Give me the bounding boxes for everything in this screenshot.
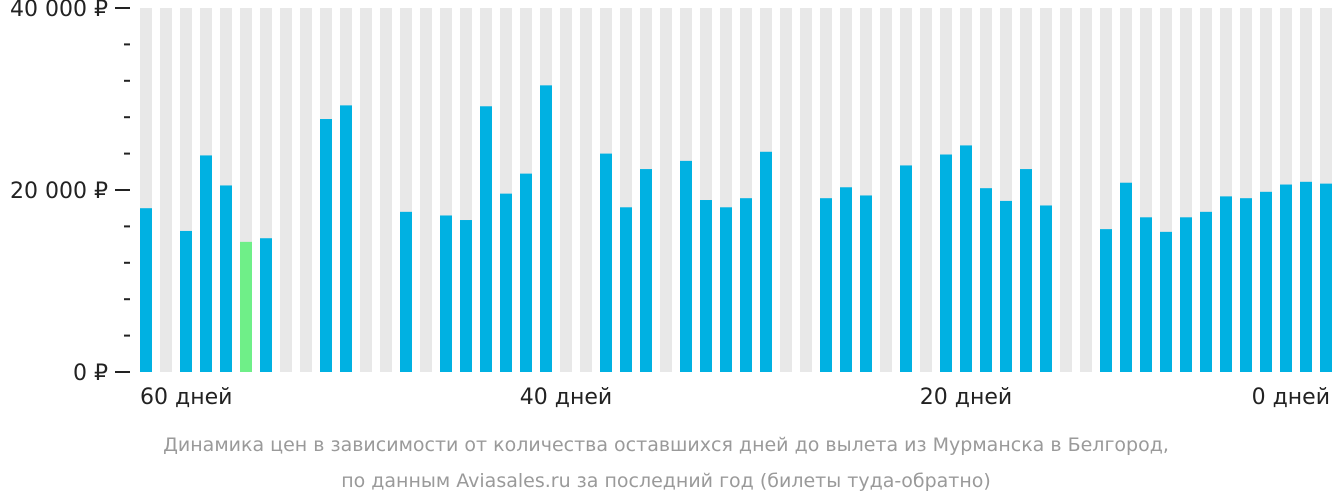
x-tick-label: 20 дней — [920, 385, 1012, 410]
price-bar[interactable] — [460, 220, 472, 372]
price-bar[interactable] — [140, 208, 152, 372]
x-axis-labels: 60 дней 40 дней 20 дней 0 дней — [140, 385, 1330, 410]
column-backgrounds — [140, 8, 1332, 372]
price-bar[interactable] — [1020, 169, 1032, 372]
price-bar[interactable] — [700, 200, 712, 372]
price-bar[interactable] — [860, 195, 872, 372]
price-bar[interactable] — [620, 207, 632, 372]
price-chart: 40 000 ₽ 20 000 ₽ 0 ₽ 60 дней 40 дней 20 дне… — [10, 0, 1332, 410]
price-bar[interactable] — [180, 230, 192, 372]
column-bg — [880, 8, 892, 372]
y-tick-label: 40 000 ₽ — [10, 0, 108, 22]
column-bg — [1060, 8, 1072, 372]
column-bg — [800, 8, 812, 372]
price-bar[interactable] — [1180, 217, 1192, 372]
column-bg — [360, 8, 372, 372]
price-bars — [140, 85, 1332, 373]
price-bar[interactable] — [720, 207, 732, 372]
price-bar[interactable] — [1320, 183, 1332, 372]
price-bar[interactable] — [940, 154, 952, 372]
price-bar[interactable] — [440, 215, 452, 372]
chart-caption-line-1: Динамика цен в зависимости от количества… — [163, 434, 1169, 456]
cheapest-price-bar[interactable] — [240, 241, 252, 372]
price-bar[interactable] — [740, 198, 752, 372]
price-bar[interactable] — [1100, 229, 1112, 372]
price-bar[interactable] — [600, 153, 612, 372]
price-bar[interactable] — [900, 165, 912, 372]
price-bar[interactable] — [500, 193, 512, 372]
price-bar[interactable] — [840, 187, 852, 372]
price-bar[interactable] — [480, 106, 492, 372]
column-bg — [420, 8, 432, 372]
column-bg — [920, 8, 932, 372]
price-bar[interactable] — [1120, 182, 1132, 372]
price-bar[interactable] — [340, 105, 352, 373]
x-tick-label: 40 дней — [520, 385, 612, 410]
price-bar[interactable] — [1300, 181, 1312, 372]
price-bar[interactable] — [980, 188, 992, 372]
price-bar[interactable] — [400, 211, 412, 372]
column-bg — [300, 8, 312, 372]
price-bar[interactable] — [520, 173, 532, 372]
price-bar[interactable] — [1040, 205, 1052, 372]
column-bg — [1080, 8, 1092, 372]
y-tick-label: 0 ₽ — [73, 361, 108, 386]
price-bar[interactable] — [200, 155, 212, 372]
price-bar[interactable] — [1240, 198, 1252, 372]
price-bar[interactable] — [1280, 184, 1292, 372]
price-bar[interactable] — [320, 119, 332, 373]
price-bar[interactable] — [540, 85, 552, 372]
price-bar[interactable] — [220, 185, 232, 372]
chart-caption-line-2: по данным Aviasales.ru за последний год … — [341, 470, 991, 492]
column-bg — [780, 8, 792, 372]
column-bg — [160, 8, 172, 372]
price-bar[interactable] — [1260, 191, 1272, 372]
price-bar[interactable] — [260, 238, 272, 372]
column-bg — [280, 8, 292, 372]
x-tick-label: 0 дней — [1252, 385, 1330, 410]
column-bg — [380, 8, 392, 372]
price-bar[interactable] — [1220, 196, 1232, 372]
price-bar[interactable] — [1000, 200, 1012, 372]
price-bar[interactable] — [1200, 211, 1212, 372]
column-bg — [560, 8, 572, 372]
price-bar[interactable] — [680, 160, 692, 372]
column-bg — [660, 8, 672, 372]
y-axis: 40 000 ₽ 20 000 ₽ 0 ₽ — [10, 0, 130, 386]
price-bar[interactable] — [820, 198, 832, 372]
column-bg — [580, 8, 592, 372]
price-bar[interactable] — [960, 145, 972, 372]
x-tick-label: 60 дней — [140, 385, 232, 410]
price-bar[interactable] — [1140, 217, 1152, 372]
y-tick-label: 20 000 ₽ — [10, 179, 108, 204]
price-bar[interactable] — [1160, 231, 1172, 372]
price-bar[interactable] — [760, 151, 772, 372]
price-bar[interactable] — [640, 169, 652, 372]
